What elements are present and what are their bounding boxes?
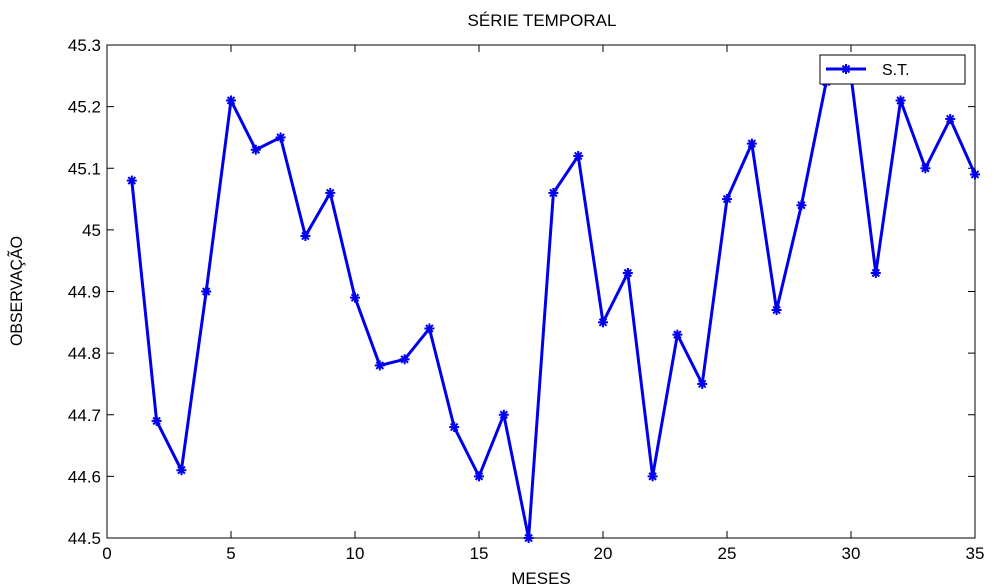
data-point [424,323,435,334]
data-point [250,144,261,155]
y-tick-label: 44.9 [68,283,101,302]
data-point [796,200,807,211]
legend-star-marker [841,64,851,74]
data-point [722,194,732,205]
y-tick-label: 44.7 [68,406,101,425]
data-point [672,329,683,340]
data-point [300,231,311,242]
data-point [201,286,212,297]
data-point [548,187,559,198]
data-point [573,150,584,161]
x-tick-label: 0 [102,544,111,563]
y-tick-label: 44.5 [68,529,101,548]
data-point [449,422,460,433]
y-tick-label: 45.2 [68,98,101,117]
x-tick-label: 35 [966,544,985,563]
y-axis-title: OBSERVAÇÃO [7,236,26,346]
x-axis-title: MESES [511,569,571,587]
x-tick-label: 20 [594,544,613,563]
data-point [622,268,633,279]
y-tick-label: 44.6 [68,467,101,486]
data-point [226,95,236,106]
data-point [151,415,162,426]
y-tick-label: 45.1 [68,159,101,178]
y-tick-label: 45 [82,221,101,240]
data-point [275,132,286,143]
chart-title: SÉRIE TEMPORAL [468,11,617,30]
y-tick-label: 45.3 [68,36,101,55]
data-point [870,268,881,279]
data-point [350,292,360,303]
x-tick-label: 30 [842,544,861,563]
x-tick-label: 10 [346,544,365,563]
data-point [498,409,509,420]
x-axis: 0 5 10 15 20 25 30 35 [102,45,984,563]
data-point [374,360,385,371]
x-tick-label: 15 [470,544,489,563]
data-point [126,175,137,186]
data-point [176,465,187,476]
data-point [970,169,980,180]
x-tick-label: 25 [718,544,737,563]
legend-label: S.T. [882,62,910,79]
data-point [697,378,708,389]
data-point [895,95,906,106]
y-tick-label: 44.8 [68,344,101,363]
legend: S.T. [819,54,966,85]
data-point [598,317,608,328]
data-point [771,304,782,315]
data-point [325,187,336,198]
legend-marker [841,64,851,74]
data-point [920,163,931,174]
data-point [474,471,484,482]
data-point [647,471,658,482]
x-tick-label: 5 [226,544,235,563]
data-point [945,113,956,124]
data-point [746,138,757,149]
data-point [399,354,410,365]
y-axis: 44.5 44.6 44.7 44.8 44.9 45 45.1 45.2 45.3 [68,36,975,548]
data-point [523,533,534,543]
